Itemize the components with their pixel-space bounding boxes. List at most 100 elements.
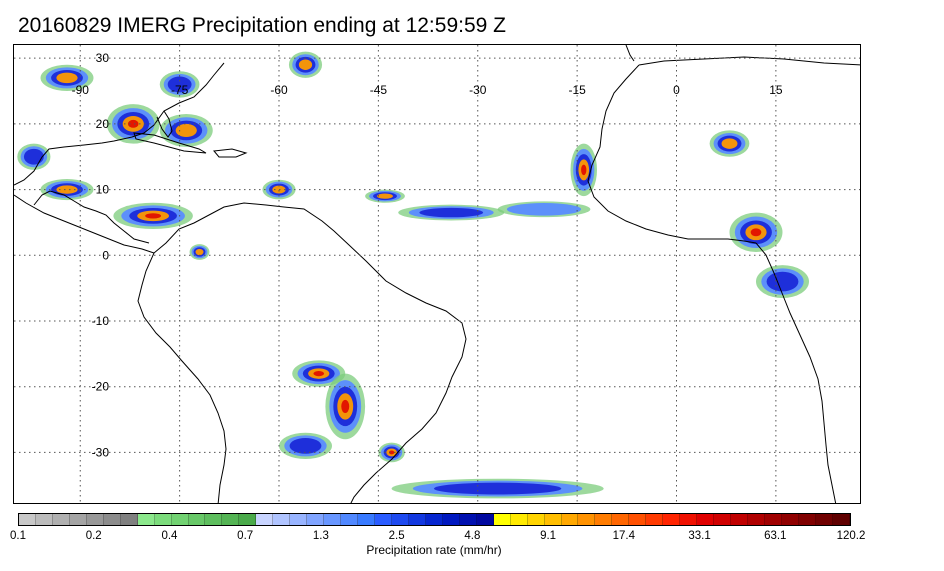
latitude-label: 0 (102, 248, 109, 262)
coastline-gulf-coast (14, 62, 225, 186)
precip-area-uruguay (378, 442, 405, 463)
precip-area-southern-brazil (325, 373, 366, 440)
colorbar-cell (646, 514, 664, 525)
colorbar-cell (442, 514, 460, 525)
precip-intensity-ring (766, 271, 799, 292)
latitude-label: 10 (96, 183, 110, 197)
latitude-label: 20 (96, 117, 110, 131)
colorbar-tick-label: 0.2 (85, 530, 102, 542)
colorbar-tick-label: 4.8 (464, 530, 481, 542)
colorbar-cell (527, 514, 545, 525)
colorbar-cell (680, 514, 698, 525)
colorbar-cell (69, 514, 87, 525)
precip-intensity-ring (195, 248, 204, 256)
longitude-label: -60 (270, 83, 288, 97)
colorbar-cell (52, 514, 70, 525)
precip-area-nigeria-cameroon (729, 212, 783, 253)
precip-intensity-ring (127, 119, 139, 128)
longitude-label: 15 (769, 83, 783, 97)
colorbar-cell (798, 514, 816, 525)
colorbar-cell (171, 514, 189, 525)
precip-area-cuba-hispaniola (159, 114, 213, 147)
coastline-africa-west (587, 64, 757, 244)
colorbar-cell (35, 514, 53, 525)
precipitation-layer (17, 51, 809, 499)
precip-area-argentina (279, 432, 332, 459)
colorbar-cell (595, 514, 613, 525)
coordinate-labels: -90 -75 -60 -45 -30 -15 0 15 30 20 10 0 -10 -20 -30 (72, 51, 783, 459)
colorbar-cell (188, 514, 206, 525)
precip-area-western-caribbean (106, 104, 160, 144)
map-canvas: -90 -75 -60 -45 -30 -15 0 15 30 20 10 0 -10 -20 -30 (14, 45, 860, 503)
colorbar-cell (544, 514, 562, 525)
longitude-label: -75 (171, 83, 189, 97)
precip-area-sahel (709, 130, 750, 157)
precip-intensity-ring (341, 399, 350, 413)
coastline-central-america-pacific (14, 194, 155, 254)
colorbar-tick-label: 9.1 (540, 530, 557, 542)
colorbar-cell (86, 514, 104, 525)
colorbar-cell (561, 514, 579, 525)
precip-area-itcz-west (365, 189, 405, 203)
precip-area-paraguay (292, 360, 346, 387)
colorbar-cell (459, 514, 477, 525)
coastline-iberia (625, 45, 635, 62)
precip-intensity-ring (581, 164, 587, 176)
coastline-cuba (133, 132, 207, 154)
longitude-label: -15 (568, 83, 586, 97)
colorbar (18, 513, 851, 526)
colorbar-cell (324, 514, 342, 525)
precip-intensity-ring (721, 138, 738, 149)
precip-intensity-ring (506, 202, 582, 216)
colorbar-cell (578, 514, 596, 525)
colorbar-tick-label: 0.4 (161, 530, 178, 542)
colorbar-cell (764, 514, 782, 525)
precip-area-ecuador (189, 244, 210, 260)
colorbar-cell (307, 514, 325, 525)
coastline-south-america (153, 202, 467, 503)
precip-area-south-atlantic-front (391, 478, 604, 499)
colorbar-cell (137, 514, 155, 525)
latitude-label: 30 (96, 51, 110, 65)
colorbar-cell (290, 514, 308, 525)
precip-intensity-ring (289, 437, 322, 454)
longitude-label: -90 (72, 83, 90, 97)
colorbar-cell (747, 514, 765, 525)
precip-intensity-ring (434, 482, 562, 495)
colorbar-tick-label: 2.5 (388, 530, 405, 542)
colorbar-tick-label: 120.2 (836, 530, 866, 542)
colorbar-tick-label: 17.4 (612, 530, 636, 542)
precip-intensity-ring (56, 185, 78, 194)
longitude-label: -45 (370, 83, 388, 97)
longitude-label: 0 (673, 83, 680, 97)
precip-area-itcz-central (398, 204, 505, 221)
latitude-label: -20 (92, 380, 110, 394)
latitude-label: -10 (92, 314, 110, 328)
precip-intensity-ring (56, 72, 78, 84)
colorbar-cell (391, 514, 409, 525)
coastlines (14, 45, 860, 503)
colorbar-cell (408, 514, 426, 525)
colorbar-cell (425, 514, 443, 525)
colorbar-cell (256, 514, 274, 525)
colorbar-tick-labels: 0.1 0.2 0.4 0.7 1.3 2.5 4.8 9.1 17.4 33.1 63.1 120.… (0, 530, 944, 546)
coastline-africa-gulf (755, 242, 837, 503)
precip-area-tropical-cyclone-atlantic (288, 51, 323, 78)
precip-area-gulf-of-guinea (756, 265, 809, 298)
colorbar-cell (832, 514, 850, 525)
colorbar-cell (731, 514, 748, 525)
colorbar-cell (375, 514, 392, 525)
colorbar-cell (476, 514, 494, 525)
coastline-yucatan (33, 190, 150, 244)
colorbar-tick-label: 0.7 (237, 530, 254, 542)
precip-intensity-ring (313, 370, 325, 377)
colorbar-cell (663, 514, 681, 525)
precip-area-mexico-pacific (17, 143, 51, 170)
colorbar-cell (205, 514, 223, 525)
colorbar-cell (629, 514, 647, 525)
colorbar-cell (815, 514, 833, 525)
colorbar-cell (239, 514, 257, 525)
coastline-florida (156, 110, 173, 138)
colorbar-cell (222, 514, 240, 525)
colorbar-units-label: Precipitation rate (mm/hr) (366, 543, 502, 557)
